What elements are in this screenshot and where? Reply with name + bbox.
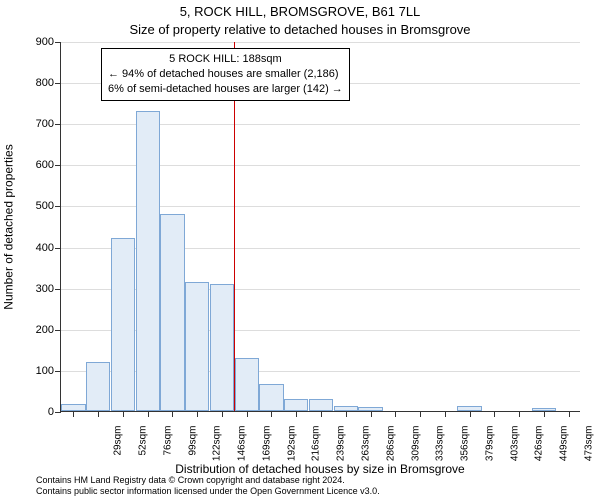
annotation-line2: ← 94% of detached houses are smaller (2,… xyxy=(108,67,343,82)
x-tick xyxy=(148,411,149,417)
histogram-bar xyxy=(160,214,184,411)
y-axis-label: Number of detached properties xyxy=(2,144,16,309)
histogram-bar xyxy=(457,406,481,411)
y-tick xyxy=(55,206,61,207)
x-tick xyxy=(371,411,372,417)
y-tick xyxy=(55,248,61,249)
histogram-bar xyxy=(358,407,382,411)
histogram-bar xyxy=(284,399,308,411)
x-tick xyxy=(271,411,272,417)
histogram-bar xyxy=(532,408,556,411)
y-tick-label: 200 xyxy=(18,324,54,336)
x-tick-label: 99sqm xyxy=(187,426,198,474)
footer-attribution: Contains HM Land Registry data © Crown c… xyxy=(36,475,380,498)
annotation-box: 5 ROCK HILL: 188sqm ← 94% of detached ho… xyxy=(101,48,350,101)
histogram-plot: 5 ROCK HILL: 188sqm ← 94% of detached ho… xyxy=(60,42,580,412)
footer-line2: Contains public sector information licen… xyxy=(36,486,380,497)
x-tick-label: 333sqm xyxy=(435,426,446,474)
y-tick xyxy=(55,289,61,290)
histogram-bar xyxy=(136,111,160,411)
x-tick xyxy=(544,411,545,417)
histogram-bar xyxy=(210,284,234,411)
x-tick xyxy=(73,411,74,417)
x-tick xyxy=(197,411,198,417)
x-tick-label: 192sqm xyxy=(286,426,297,474)
y-tick-label: 500 xyxy=(18,200,54,212)
x-tick xyxy=(296,411,297,417)
histogram-bar xyxy=(259,384,283,411)
histogram-bar xyxy=(111,238,135,411)
x-tick xyxy=(247,411,248,417)
x-tick-label: 29sqm xyxy=(113,426,124,474)
y-tick xyxy=(55,165,61,166)
annotation-line3: 6% of semi-detached houses are larger (1… xyxy=(108,82,343,97)
x-tick-label: 169sqm xyxy=(261,426,272,474)
x-tick xyxy=(569,411,570,417)
page-title-address: 5, ROCK HILL, BROMSGROVE, B61 7LL xyxy=(0,4,600,19)
y-tick xyxy=(55,83,61,84)
x-tick-label: 449sqm xyxy=(559,426,570,474)
annotation-line1: 5 ROCK HILL: 188sqm xyxy=(108,52,343,67)
x-tick xyxy=(172,411,173,417)
x-tick-label: 122sqm xyxy=(212,426,223,474)
x-tick-label: 356sqm xyxy=(460,426,471,474)
x-tick-label: 146sqm xyxy=(237,426,248,474)
x-tick xyxy=(222,411,223,417)
y-tick-label: 100 xyxy=(18,365,54,377)
x-tick-label: 473sqm xyxy=(583,426,594,474)
x-tick xyxy=(420,411,421,417)
x-tick-label: 309sqm xyxy=(410,426,421,474)
x-tick xyxy=(346,411,347,417)
x-tick-label: 263sqm xyxy=(361,426,372,474)
y-tick xyxy=(55,330,61,331)
footer-line1: Contains HM Land Registry data © Crown c… xyxy=(36,475,380,486)
x-tick xyxy=(98,411,99,417)
histogram-bar xyxy=(235,358,259,411)
x-tick xyxy=(494,411,495,417)
x-tick-label: 76sqm xyxy=(162,426,173,474)
page-title-subtitle: Size of property relative to detached ho… xyxy=(0,22,600,37)
histogram-bar xyxy=(334,406,358,411)
histogram-bar xyxy=(309,399,333,411)
x-tick xyxy=(395,411,396,417)
y-tick-label: 300 xyxy=(18,283,54,295)
x-tick-label: 403sqm xyxy=(509,426,520,474)
gridline xyxy=(61,42,580,43)
x-tick xyxy=(470,411,471,417)
x-tick xyxy=(123,411,124,417)
y-tick-label: 0 xyxy=(18,406,54,418)
y-tick xyxy=(55,124,61,125)
histogram-bar xyxy=(61,404,85,411)
x-tick-label: 52sqm xyxy=(138,426,149,474)
x-tick-label: 426sqm xyxy=(534,426,545,474)
y-tick xyxy=(55,412,61,413)
y-tick-label: 900 xyxy=(18,36,54,48)
x-tick xyxy=(445,411,446,417)
y-tick-label: 400 xyxy=(18,242,54,254)
y-tick xyxy=(55,371,61,372)
y-axis-label-container: Number of detached properties xyxy=(2,42,16,412)
x-tick-label: 216sqm xyxy=(311,426,322,474)
y-tick-label: 700 xyxy=(18,118,54,130)
x-tick-label: 239sqm xyxy=(336,426,347,474)
x-tick xyxy=(321,411,322,417)
x-tick-label: 379sqm xyxy=(484,426,495,474)
y-tick xyxy=(55,42,61,43)
x-tick xyxy=(519,411,520,417)
histogram-bar xyxy=(86,362,110,411)
x-tick-label: 286sqm xyxy=(385,426,396,474)
histogram-bar xyxy=(185,282,209,412)
y-tick-label: 600 xyxy=(18,159,54,171)
y-tick-label: 800 xyxy=(18,77,54,89)
